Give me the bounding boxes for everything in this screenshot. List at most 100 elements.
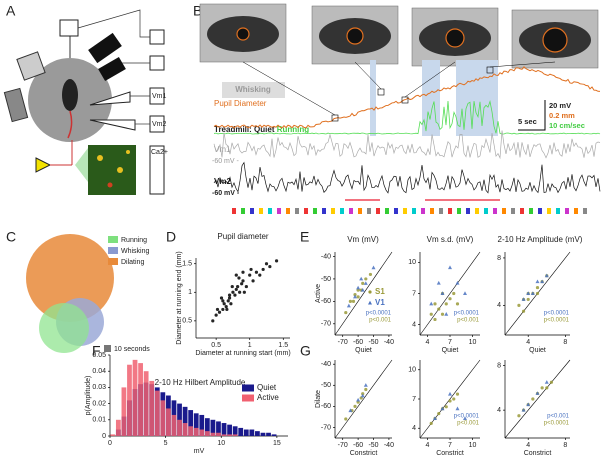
point	[229, 302, 233, 306]
point	[234, 287, 238, 292]
bar	[266, 432, 271, 436]
color-tick	[421, 208, 425, 214]
point	[364, 277, 368, 281]
point	[364, 387, 368, 392]
point	[444, 312, 449, 316]
color-tick	[403, 208, 407, 214]
y-tick-label: 0.05	[92, 352, 106, 359]
x-tick-label: 7	[448, 442, 452, 449]
bar	[221, 434, 227, 436]
point	[549, 380, 554, 384]
y-tick-label: -50	[321, 382, 331, 389]
point	[248, 273, 252, 277]
bar	[227, 424, 232, 436]
point	[360, 287, 365, 292]
bar	[249, 429, 255, 436]
x-tick-label: 10	[469, 442, 477, 449]
color-tick	[556, 208, 560, 214]
bar	[260, 432, 266, 436]
x-axis-label: Constrict	[350, 450, 378, 457]
point	[444, 302, 448, 306]
panel-label: F	[92, 343, 101, 359]
y-axis-label: Diameter at running end (mm)	[176, 251, 183, 344]
point	[452, 397, 456, 401]
bar	[221, 423, 227, 436]
color-tick	[457, 208, 461, 214]
pupil-label: Pupil Diameter	[214, 99, 267, 108]
point	[371, 265, 376, 270]
color-tick	[412, 208, 416, 214]
calcium-label: Ca2+	[151, 149, 168, 156]
whisking-box	[222, 82, 285, 98]
y-tick-label: -70	[321, 424, 331, 431]
vm2-label: Vm2	[152, 121, 167, 128]
color-tick	[511, 208, 515, 214]
pupil	[346, 27, 364, 45]
point	[363, 281, 368, 285]
point	[219, 296, 224, 300]
venn	[26, 234, 114, 353]
color-tick	[502, 208, 506, 214]
legend-swatch	[108, 247, 118, 254]
y-tick-label: 7	[412, 396, 416, 403]
y-tick-label: 10	[408, 259, 416, 266]
x-tick-label: 1.5	[278, 342, 288, 349]
color-tick	[385, 208, 389, 214]
bar	[171, 414, 177, 436]
chart-title: Vm s.d. (mV)	[427, 235, 474, 244]
y-axis-label: p(Amplitude)	[85, 376, 92, 416]
bar	[121, 387, 127, 436]
bar	[110, 434, 116, 436]
p-value: p<0.001	[457, 421, 480, 427]
point	[429, 312, 433, 316]
point	[214, 313, 218, 317]
color-tick	[268, 208, 272, 214]
point	[227, 293, 232, 297]
color-tick	[394, 208, 398, 214]
legend-text: Active	[257, 393, 279, 402]
bar	[149, 380, 155, 436]
color-tick	[430, 208, 434, 214]
running-text: Running	[277, 125, 310, 134]
identity-line	[334, 251, 393, 336]
bar	[216, 421, 221, 436]
panel-label: C	[6, 229, 16, 245]
x-axis-label: mV	[194, 448, 205, 455]
bar	[143, 371, 149, 436]
y-tick-label: 10	[408, 367, 416, 374]
point	[233, 293, 237, 297]
color-tick	[250, 208, 254, 214]
point	[440, 406, 445, 411]
pupil	[542, 27, 568, 53]
point	[429, 421, 433, 425]
bar	[271, 434, 277, 436]
y-tick-label: -50	[321, 276, 331, 283]
y-tick-label: -70	[321, 321, 331, 328]
point	[535, 291, 540, 296]
scale-bar	[518, 100, 546, 131]
color-tick	[574, 208, 578, 214]
bar	[138, 363, 143, 436]
color-tick	[529, 208, 533, 214]
p-value: p<0.0001	[454, 414, 480, 420]
treadmill-trace	[213, 100, 601, 135]
legend-text: Dilating	[121, 259, 144, 266]
y-tick-label: 0	[102, 433, 106, 440]
point	[225, 307, 229, 312]
color-tick	[295, 208, 299, 214]
bar	[232, 426, 238, 436]
bar	[232, 434, 238, 436]
point	[221, 307, 225, 312]
point	[530, 291, 535, 295]
point	[348, 408, 353, 413]
scale-text: 10 seconds	[114, 346, 150, 353]
quiet-text: Quiet	[254, 125, 275, 134]
bar	[216, 432, 221, 436]
x-tick-label: 4	[526, 442, 530, 449]
connector	[404, 61, 456, 98]
legend-text: Quiet	[257, 383, 277, 392]
point	[344, 310, 348, 315]
point	[351, 299, 356, 303]
x-tick-label: 10	[217, 440, 225, 447]
point	[517, 414, 521, 418]
